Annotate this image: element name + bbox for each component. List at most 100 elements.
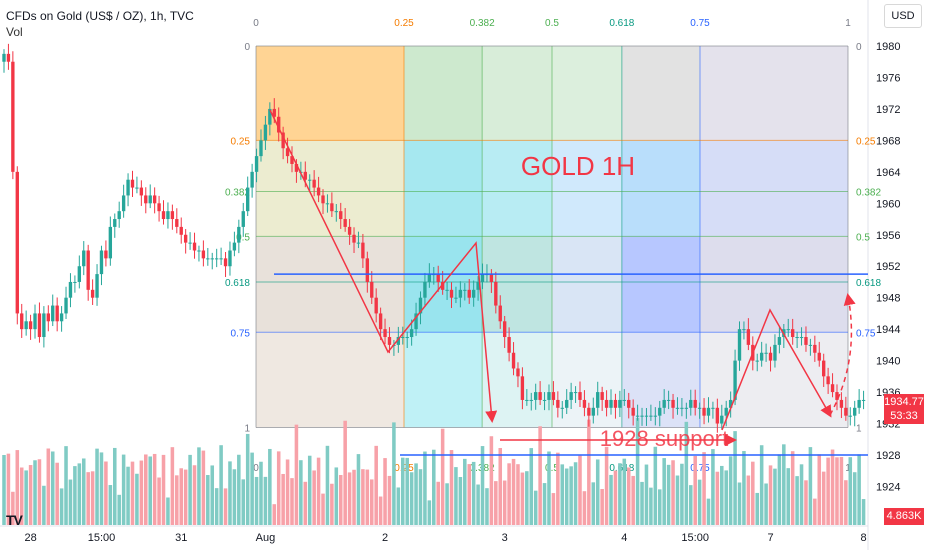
volume-bar xyxy=(440,428,445,525)
volume-bar xyxy=(197,447,201,525)
volume-bar xyxy=(733,431,737,525)
candle-body xyxy=(214,258,219,260)
fib-zone-1-5 xyxy=(700,140,848,237)
volume-bar xyxy=(520,472,525,525)
candle-body xyxy=(853,407,857,416)
candle-body xyxy=(250,171,254,188)
fib-top-label-4: 0.618 xyxy=(609,18,634,29)
candle-body xyxy=(476,281,480,290)
volume-bar xyxy=(347,472,352,525)
volume-bar xyxy=(33,460,37,525)
volume-bar xyxy=(81,458,86,525)
candle-body xyxy=(237,226,241,243)
volume-bar xyxy=(675,475,680,525)
volume-bar xyxy=(24,470,28,525)
candle-body xyxy=(51,305,55,322)
volume-bar xyxy=(73,466,77,525)
candle-body xyxy=(197,250,201,252)
candle-body xyxy=(316,187,321,196)
volume-bar xyxy=(112,447,117,525)
volume-bar xyxy=(653,446,658,525)
candle-body xyxy=(108,226,113,259)
volume-bar xyxy=(86,472,90,525)
volume-indicator-label[interactable]: Vol xyxy=(6,25,23,39)
fib-right-label-0: 0 xyxy=(856,42,862,53)
volume-bar xyxy=(316,457,321,525)
candle-body xyxy=(755,360,759,362)
volume-bar xyxy=(299,460,303,525)
candle-body xyxy=(795,337,799,339)
candle-body xyxy=(697,407,702,409)
candle-body xyxy=(582,399,587,408)
fib-top-label-1: 0.25 xyxy=(394,18,414,29)
volume-bar xyxy=(396,487,401,525)
candle-body xyxy=(356,242,361,244)
candle-body xyxy=(786,329,790,331)
volume-bar xyxy=(449,450,454,525)
volume-bar xyxy=(768,465,773,525)
volume-bar xyxy=(821,471,826,525)
fib-left-label-4: 0.618 xyxy=(225,278,250,289)
time-tick-label: 7 xyxy=(767,532,773,544)
candle-body xyxy=(77,266,82,282)
volume-bar xyxy=(817,454,822,525)
candle-body xyxy=(511,352,516,369)
volume-bar xyxy=(715,471,720,525)
candle-body xyxy=(343,219,347,227)
volume-bar xyxy=(166,497,170,525)
projection-arrow-1 xyxy=(269,109,498,423)
fib-zone-1-4 xyxy=(621,140,700,237)
volume-bar xyxy=(604,446,609,525)
candle-body xyxy=(498,305,502,322)
candle-body xyxy=(822,360,826,377)
time-tick-label: Aug xyxy=(256,532,276,544)
candle-body xyxy=(334,211,338,213)
candle-body xyxy=(24,321,28,330)
volume-bar xyxy=(489,436,494,525)
fib-top-label-3: 0.5 xyxy=(545,18,559,29)
fib-zone-0-1 xyxy=(404,46,483,141)
volume-bar xyxy=(307,455,312,525)
volume-bar xyxy=(281,473,285,525)
time-tick-label: 3 xyxy=(502,532,508,544)
candle-body xyxy=(715,407,720,424)
candle-body xyxy=(538,392,542,400)
candle-body xyxy=(409,329,414,338)
candle-body xyxy=(183,234,188,243)
volume-bar xyxy=(578,455,582,525)
candle-body xyxy=(95,274,99,298)
candle-body xyxy=(675,407,680,409)
volume-bar xyxy=(542,483,547,525)
candle-body xyxy=(241,211,245,227)
candle-body xyxy=(653,415,658,417)
candle-body xyxy=(20,313,24,330)
candle-body xyxy=(587,407,591,416)
volume-bar xyxy=(108,485,113,525)
candle-body xyxy=(339,211,343,220)
volume-bar xyxy=(742,451,746,525)
volume-bar xyxy=(95,448,99,525)
candle-body xyxy=(126,179,130,196)
volume-bar xyxy=(454,467,458,525)
volume-bar xyxy=(405,457,409,525)
volume-bar xyxy=(334,467,339,525)
candle-body xyxy=(737,329,742,361)
volume-bar xyxy=(657,489,662,525)
volume-bar xyxy=(312,470,316,525)
fib-right-label-2: 0.382 xyxy=(856,188,881,199)
volume-bar xyxy=(609,474,613,525)
candle-body xyxy=(144,195,148,204)
fib-zone-0-5 xyxy=(700,46,848,141)
volume-bar xyxy=(826,457,830,525)
candle-body xyxy=(773,344,777,361)
candle-body xyxy=(2,53,6,62)
volume-bar xyxy=(777,454,782,525)
volume-bar xyxy=(724,470,728,525)
volume-bar xyxy=(529,448,534,525)
currency-button[interactable]: USD xyxy=(884,4,922,28)
candle-body xyxy=(272,108,276,117)
candle-body xyxy=(11,61,15,172)
candle-body xyxy=(569,392,573,400)
volume-bar xyxy=(28,465,33,525)
